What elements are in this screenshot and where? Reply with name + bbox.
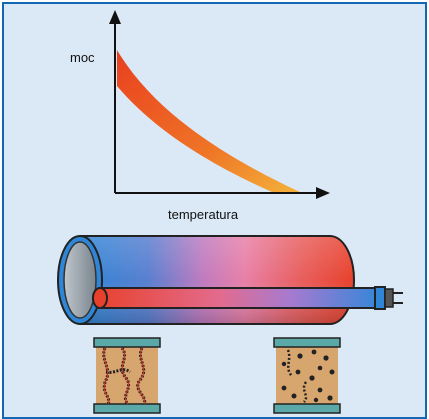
pipe	[57, 235, 355, 325]
element-cold	[93, 337, 161, 414]
power-curve	[117, 50, 300, 192]
element-hot	[273, 337, 341, 414]
heating-cable	[92, 286, 403, 310]
x-axis-label: temperatura	[168, 207, 239, 222]
y-axis-label: moc	[70, 50, 95, 65]
chart-axes	[109, 10, 330, 199]
